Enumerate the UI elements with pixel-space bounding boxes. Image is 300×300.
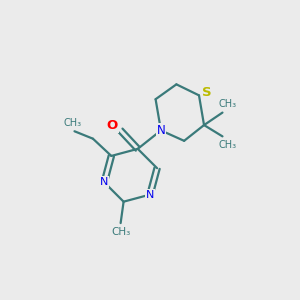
Text: S: S <box>202 86 211 99</box>
Text: CH₃: CH₃ <box>64 118 82 128</box>
Text: CH₃: CH₃ <box>219 140 237 150</box>
Text: CH₃: CH₃ <box>111 227 130 237</box>
Text: N: N <box>146 190 154 200</box>
Text: N: N <box>157 124 165 137</box>
Text: N: N <box>100 177 109 187</box>
Text: CH₃: CH₃ <box>219 99 237 109</box>
Text: O: O <box>106 118 118 132</box>
